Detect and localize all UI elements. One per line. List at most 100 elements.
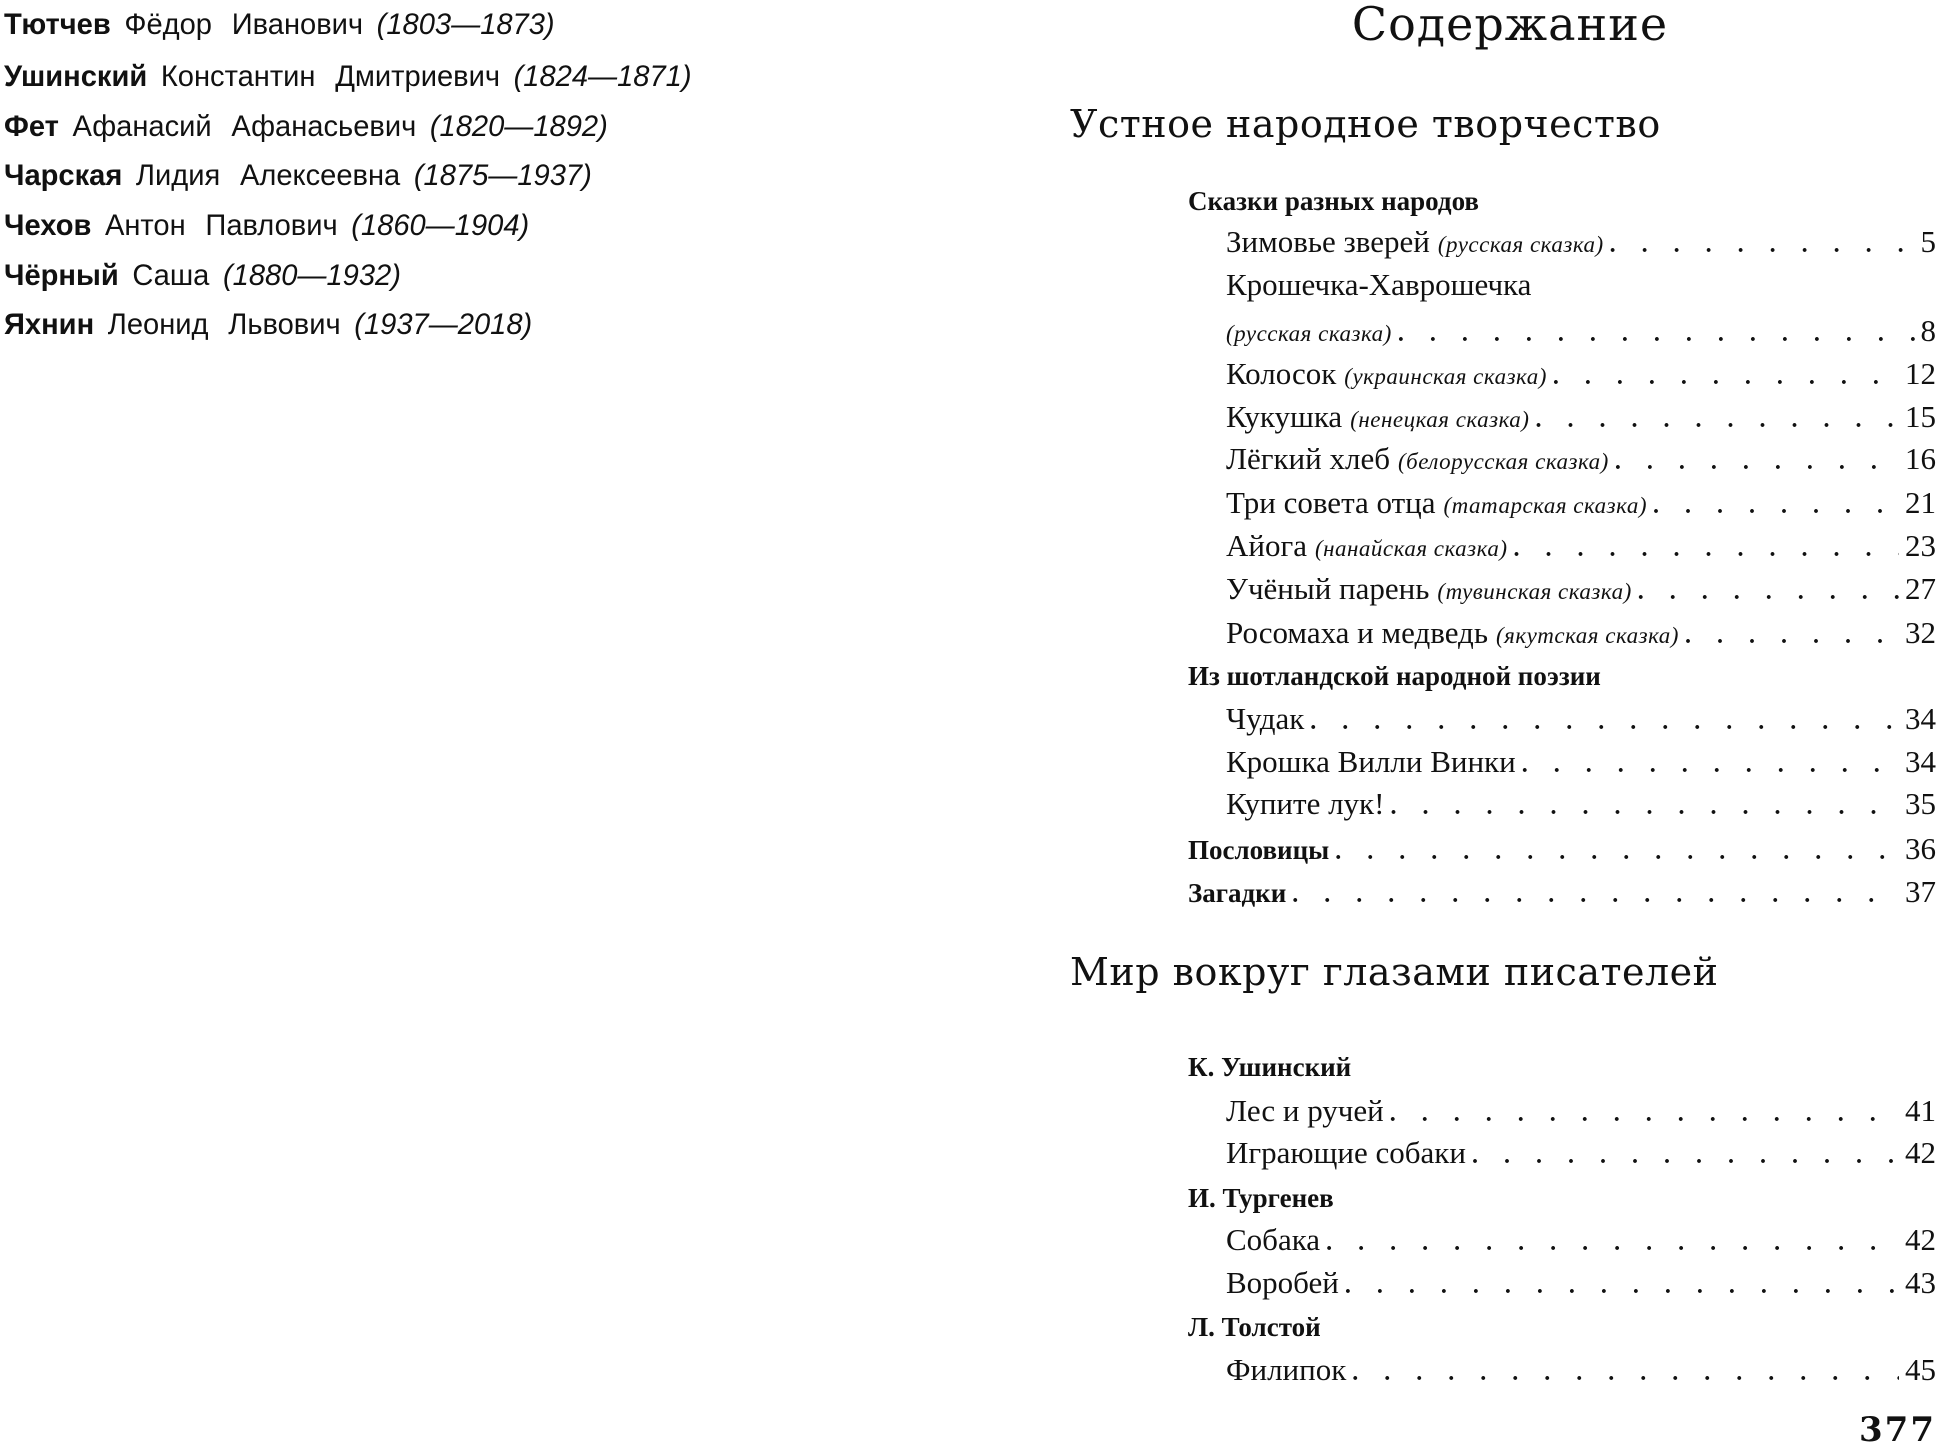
entry-title: Крошка Вилли Винки (1226, 744, 1516, 779)
toc-entry[interactable]: Филипок 45 (1226, 1349, 1936, 1391)
author-surname: Чёрный (4, 259, 119, 292)
author-surname: Чарская (4, 159, 123, 192)
dot-leader (1292, 874, 1899, 916)
entry-title: Учёный парень (1226, 571, 1430, 606)
author-surname: Яхнин (4, 308, 95, 341)
toc-heading[interactable]: К. Ушинский (1188, 1046, 1936, 1088)
entry-note: (русская сказка) (1437, 232, 1604, 257)
dot-leader (1522, 744, 1899, 786)
author-surname: Фет (4, 110, 59, 143)
entry-title: И. Тургенев (1188, 1183, 1334, 1213)
section-title: Мир вокруг глазами писателей (1070, 950, 1719, 994)
toc-entry[interactable]: Играющие собаки 42 (1226, 1132, 1936, 1174)
entry-title: Играющие собаки (1226, 1135, 1466, 1170)
entry-page: 35 (1905, 786, 1936, 821)
author-years: (1860—1904) (351, 209, 530, 242)
dot-leader (1615, 441, 1899, 483)
author-entry: Чёрный Саша (1880—1932) (4, 256, 401, 296)
author-entry: Тютчев Фёдор Иванович (1803—1873) (4, 5, 555, 45)
entry-title: Колосок (1226, 356, 1337, 391)
toc-heading[interactable]: Из шотландской народной поэзии (1188, 655, 1936, 697)
author-entry: Яхнин Леонид Львович (1937—2018) (4, 305, 532, 345)
entry-title: Айога (1226, 528, 1307, 563)
dot-leader (1326, 1222, 1899, 1264)
section-title: Устное народное творчество (1070, 102, 1661, 146)
entry-page: 23 (1905, 528, 1936, 563)
entry-title: Кукушка (1226, 399, 1343, 434)
toc-entry[interactable]: Колосок (украинская сказка) 12 (1226, 353, 1936, 395)
entry-page: 16 (1905, 441, 1936, 476)
toc-entry[interactable]: Учёный парень (тувинская сказка) 27 (1226, 568, 1936, 610)
toc-entry[interactable]: Воробей 43 (1226, 1262, 1936, 1304)
entry-note: (белорусская сказка) (1398, 449, 1609, 474)
toc-entry[interactable]: Росомаха и медведь (якутская сказка) 32 (1226, 612, 1936, 654)
entry-page: 15 (1905, 399, 1936, 434)
toc-entry[interactable]: Лёгкий хлеб (белорусская сказка) 16 (1226, 438, 1936, 480)
entry-title: Загадки (1188, 878, 1287, 908)
author-entry: Чарская Лидия Алексеевна (1875—1937) (4, 156, 592, 196)
dot-leader (1685, 615, 1899, 657)
entry-note: (украинская сказка) (1344, 364, 1547, 389)
dot-leader (1553, 356, 1899, 398)
toc-heading[interactable]: И. Тургенев (1188, 1177, 1936, 1219)
author-name: Антон Павлович (104, 209, 338, 242)
toc-entry[interactable]: Зимовье зверей (русская сказка) 5 (1226, 221, 1936, 263)
author-years: (1803—1873) (376, 8, 555, 41)
entry-title: Воробей (1226, 1265, 1339, 1300)
entry-page: 43 (1905, 1265, 1936, 1300)
dot-leader (1390, 1093, 1899, 1135)
dot-leader (1345, 1265, 1899, 1307)
dot-leader (1653, 485, 1899, 527)
entry-page: 8 (1920, 313, 1937, 348)
dot-leader (1638, 571, 1899, 613)
entry-note: (нанайская сказка) (1314, 536, 1508, 561)
toc-heading[interactable]: Сказки разных народов (1188, 180, 1936, 222)
entry-page: 21 (1905, 485, 1936, 520)
entry-title: Сказки разных народов (1188, 186, 1479, 216)
entry-note: (тувинская сказка) (1437, 579, 1632, 604)
toc-entry[interactable]: Кукушка (ненецкая сказка) 15 (1226, 396, 1936, 438)
entry-page: 41 (1905, 1093, 1936, 1128)
toc-heading[interactable]: Пословицы 36 (1188, 828, 1936, 870)
entry-title: Филипок (1226, 1352, 1347, 1387)
entry-title: Крошечка-Хаврошечка (1226, 267, 1532, 302)
entry-title: Из шотландской народной поэзии (1188, 661, 1601, 691)
toc-heading[interactable]: Л. Толстой (1188, 1306, 1936, 1348)
page-number: 377 (1859, 1410, 1936, 1450)
entry-title: Пословицы (1188, 835, 1330, 865)
entry-page: 12 (1905, 356, 1936, 391)
toc-entry[interactable]: Крошечка-Хаврошечка (1226, 264, 1936, 306)
dot-leader (1398, 313, 1915, 355)
author-name: Леонид Львович (107, 308, 341, 341)
author-entry: Фет Афанасий Афанасьевич (1820—1892) (4, 107, 608, 147)
author-name: Афанасий Афанасьевич (72, 110, 417, 143)
entry-title: Л. Толстой (1188, 1312, 1321, 1342)
entry-title: Купите лук! (1226, 786, 1385, 821)
toc-entry[interactable]: Три совета отца (татарская сказка) 21 (1226, 482, 1936, 524)
entry-note: (русская сказка) (1226, 321, 1392, 346)
toc-entry[interactable]: Чудак 34 (1226, 698, 1936, 740)
dot-leader (1390, 786, 1899, 828)
entry-page: 36 (1905, 831, 1936, 866)
author-years: (1824—1871) (513, 60, 692, 93)
toc-heading[interactable]: Загадки 37 (1188, 871, 1936, 913)
toc-entry[interactable]: Купите лук! 35 (1226, 783, 1936, 825)
dot-leader (1310, 701, 1899, 743)
entry-page: 42 (1905, 1135, 1936, 1170)
entry-page: 5 (1920, 224, 1937, 259)
author-years: (1880—1932) (222, 259, 401, 292)
toc-entry[interactable]: Айога (нанайская сказка) 23 (1226, 525, 1936, 567)
entry-page: 32 (1905, 615, 1936, 650)
entry-note: (ненецкая сказка) (1350, 407, 1530, 432)
author-entry: Ушинский Константин Дмитриевич (1824—1871) (4, 57, 692, 97)
toc-entry[interactable]: Крошка Вилли Винки 34 (1226, 741, 1936, 783)
toc-entry[interactable]: Лес и ручей 41 (1226, 1090, 1936, 1132)
entry-page: 34 (1905, 744, 1936, 779)
toc-entry[interactable]: Собака 42 (1226, 1219, 1936, 1261)
toc-entry[interactable]: (русская сказка) 8 (1226, 310, 1936, 352)
entry-title: Чудак (1226, 701, 1305, 736)
entry-title: Три совета отца (1226, 485, 1436, 520)
author-name: Фёдор Иванович (124, 8, 364, 41)
author-surname: Тютчев (4, 8, 111, 41)
entry-title: Лес и ручей (1226, 1093, 1384, 1128)
